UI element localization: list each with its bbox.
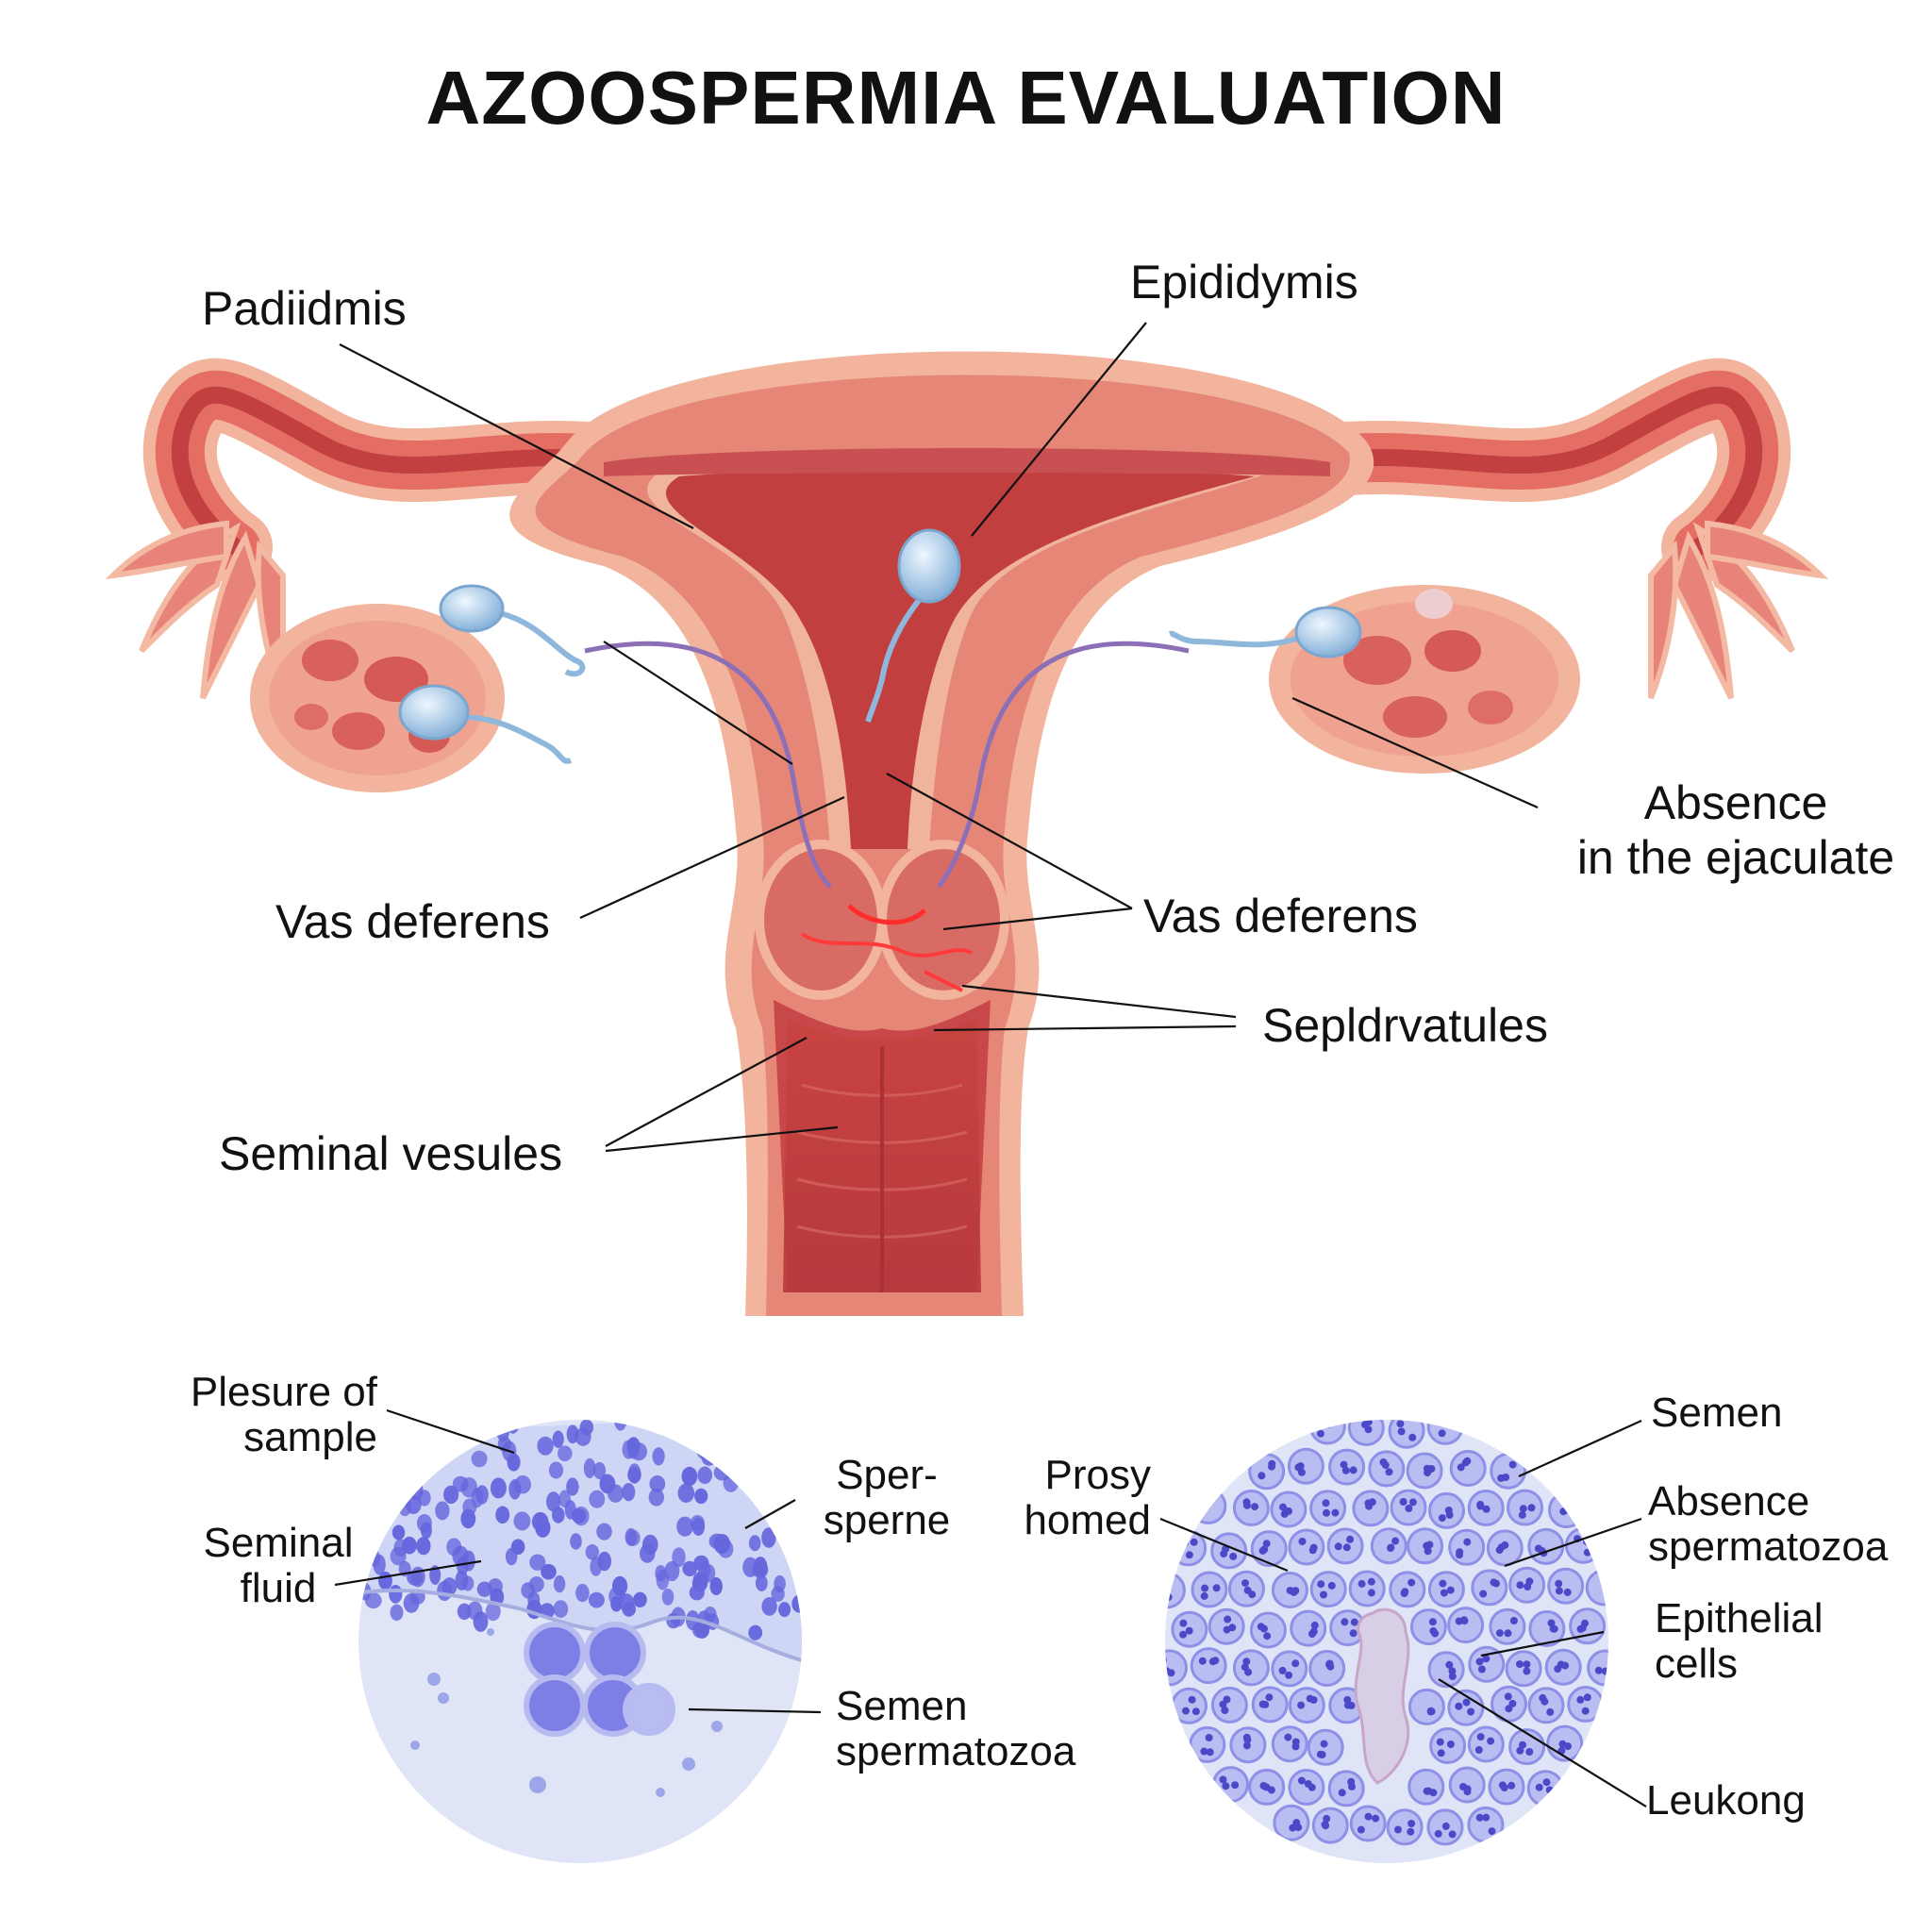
- label-plesure-line1: Plesure of: [190, 1369, 377, 1415]
- label-prosy-homed: Prosy homed: [943, 1453, 1151, 1543]
- right-vessel: [936, 641, 1190, 889]
- label-seminal-vesules: Seminal vesules: [219, 1127, 563, 1180]
- left-ovary: [250, 604, 505, 792]
- large-round-cells: [524, 1622, 675, 1737]
- label-vas-deferens-left: Vas deferens: [275, 895, 550, 948]
- label-epididymis: Epididymis: [1130, 256, 1358, 308]
- leukocyte-cluster: [1354, 1607, 1410, 1785]
- label-absence-spermatozoa: Absence spermatozoa: [1648, 1479, 1888, 1570]
- sperm-right: [1168, 606, 1362, 658]
- right-fimbriae: [1647, 520, 1829, 700]
- label-sper-sperne: Sper- sperne: [792, 1453, 981, 1543]
- label-semen-spermatozoa: Semen spermatozoa: [836, 1684, 1075, 1774]
- sperm-left-bottom: [398, 684, 573, 764]
- label-absence-line2: in the ejaculate: [1576, 831, 1895, 884]
- page-title: AZOOSPERMIA EVALUATION: [425, 56, 1507, 140]
- cervix: [755, 840, 1009, 1000]
- label-sper-line1: Sper-: [836, 1452, 938, 1498]
- label-sper-line2: sperne: [823, 1497, 951, 1543]
- uterine-cavity: [666, 469, 1255, 849]
- micrograph-left: [358, 1420, 802, 1863]
- label-prosy-line1: Prosy: [1044, 1452, 1151, 1498]
- label-sepldrvatules: Sepldrvatules: [1262, 999, 1548, 1052]
- label-semen: Semen: [1651, 1390, 1783, 1436]
- micrograph-right: [1165, 1420, 1608, 1863]
- label-seminal-fluid-line2: fluid: [240, 1565, 317, 1611]
- sperm-left-top: [439, 584, 586, 677]
- label-vas-deferens-right: Vas deferens: [1143, 890, 1418, 942]
- left-vessel: [584, 641, 832, 889]
- sperm-cells: [398, 528, 1362, 764]
- leader-lines: [334, 322, 1647, 1807]
- reproductive-tract: [105, 351, 1829, 1316]
- label-absence-sperm-line2: spermatozoa: [1648, 1524, 1889, 1570]
- label-epithelial-line2: cells: [1655, 1641, 1739, 1687]
- label-prosy-line2: homed: [1024, 1497, 1151, 1543]
- sperm-center: [865, 528, 961, 723]
- label-plesure-line2: sample: [243, 1414, 377, 1460]
- label-semen-sperm-line2: spermatozoa: [836, 1728, 1076, 1774]
- label-seminal-fluid: Seminal fluid: [179, 1521, 377, 1611]
- label-absence-ejaculate: Absence in the ejaculate: [1538, 775, 1932, 885]
- label-epithelial-line1: Epithelial: [1655, 1595, 1824, 1641]
- epithelial-cells: [1165, 1420, 1608, 1846]
- label-seminal-fluid-line1: Seminal: [203, 1520, 354, 1566]
- label-padiidmis: Padiidmis: [202, 282, 407, 335]
- label-absence-line1: Absence: [1643, 776, 1828, 829]
- label-plesure-of-sample: Plesure of sample: [142, 1370, 377, 1460]
- label-semen-sperm-line1: Semen: [836, 1683, 968, 1729]
- label-absence-sperm-line1: Absence: [1648, 1478, 1810, 1524]
- label-epithelial-cells: Epithelial cells: [1655, 1596, 1824, 1687]
- label-leukong: Leukong: [1646, 1777, 1806, 1824]
